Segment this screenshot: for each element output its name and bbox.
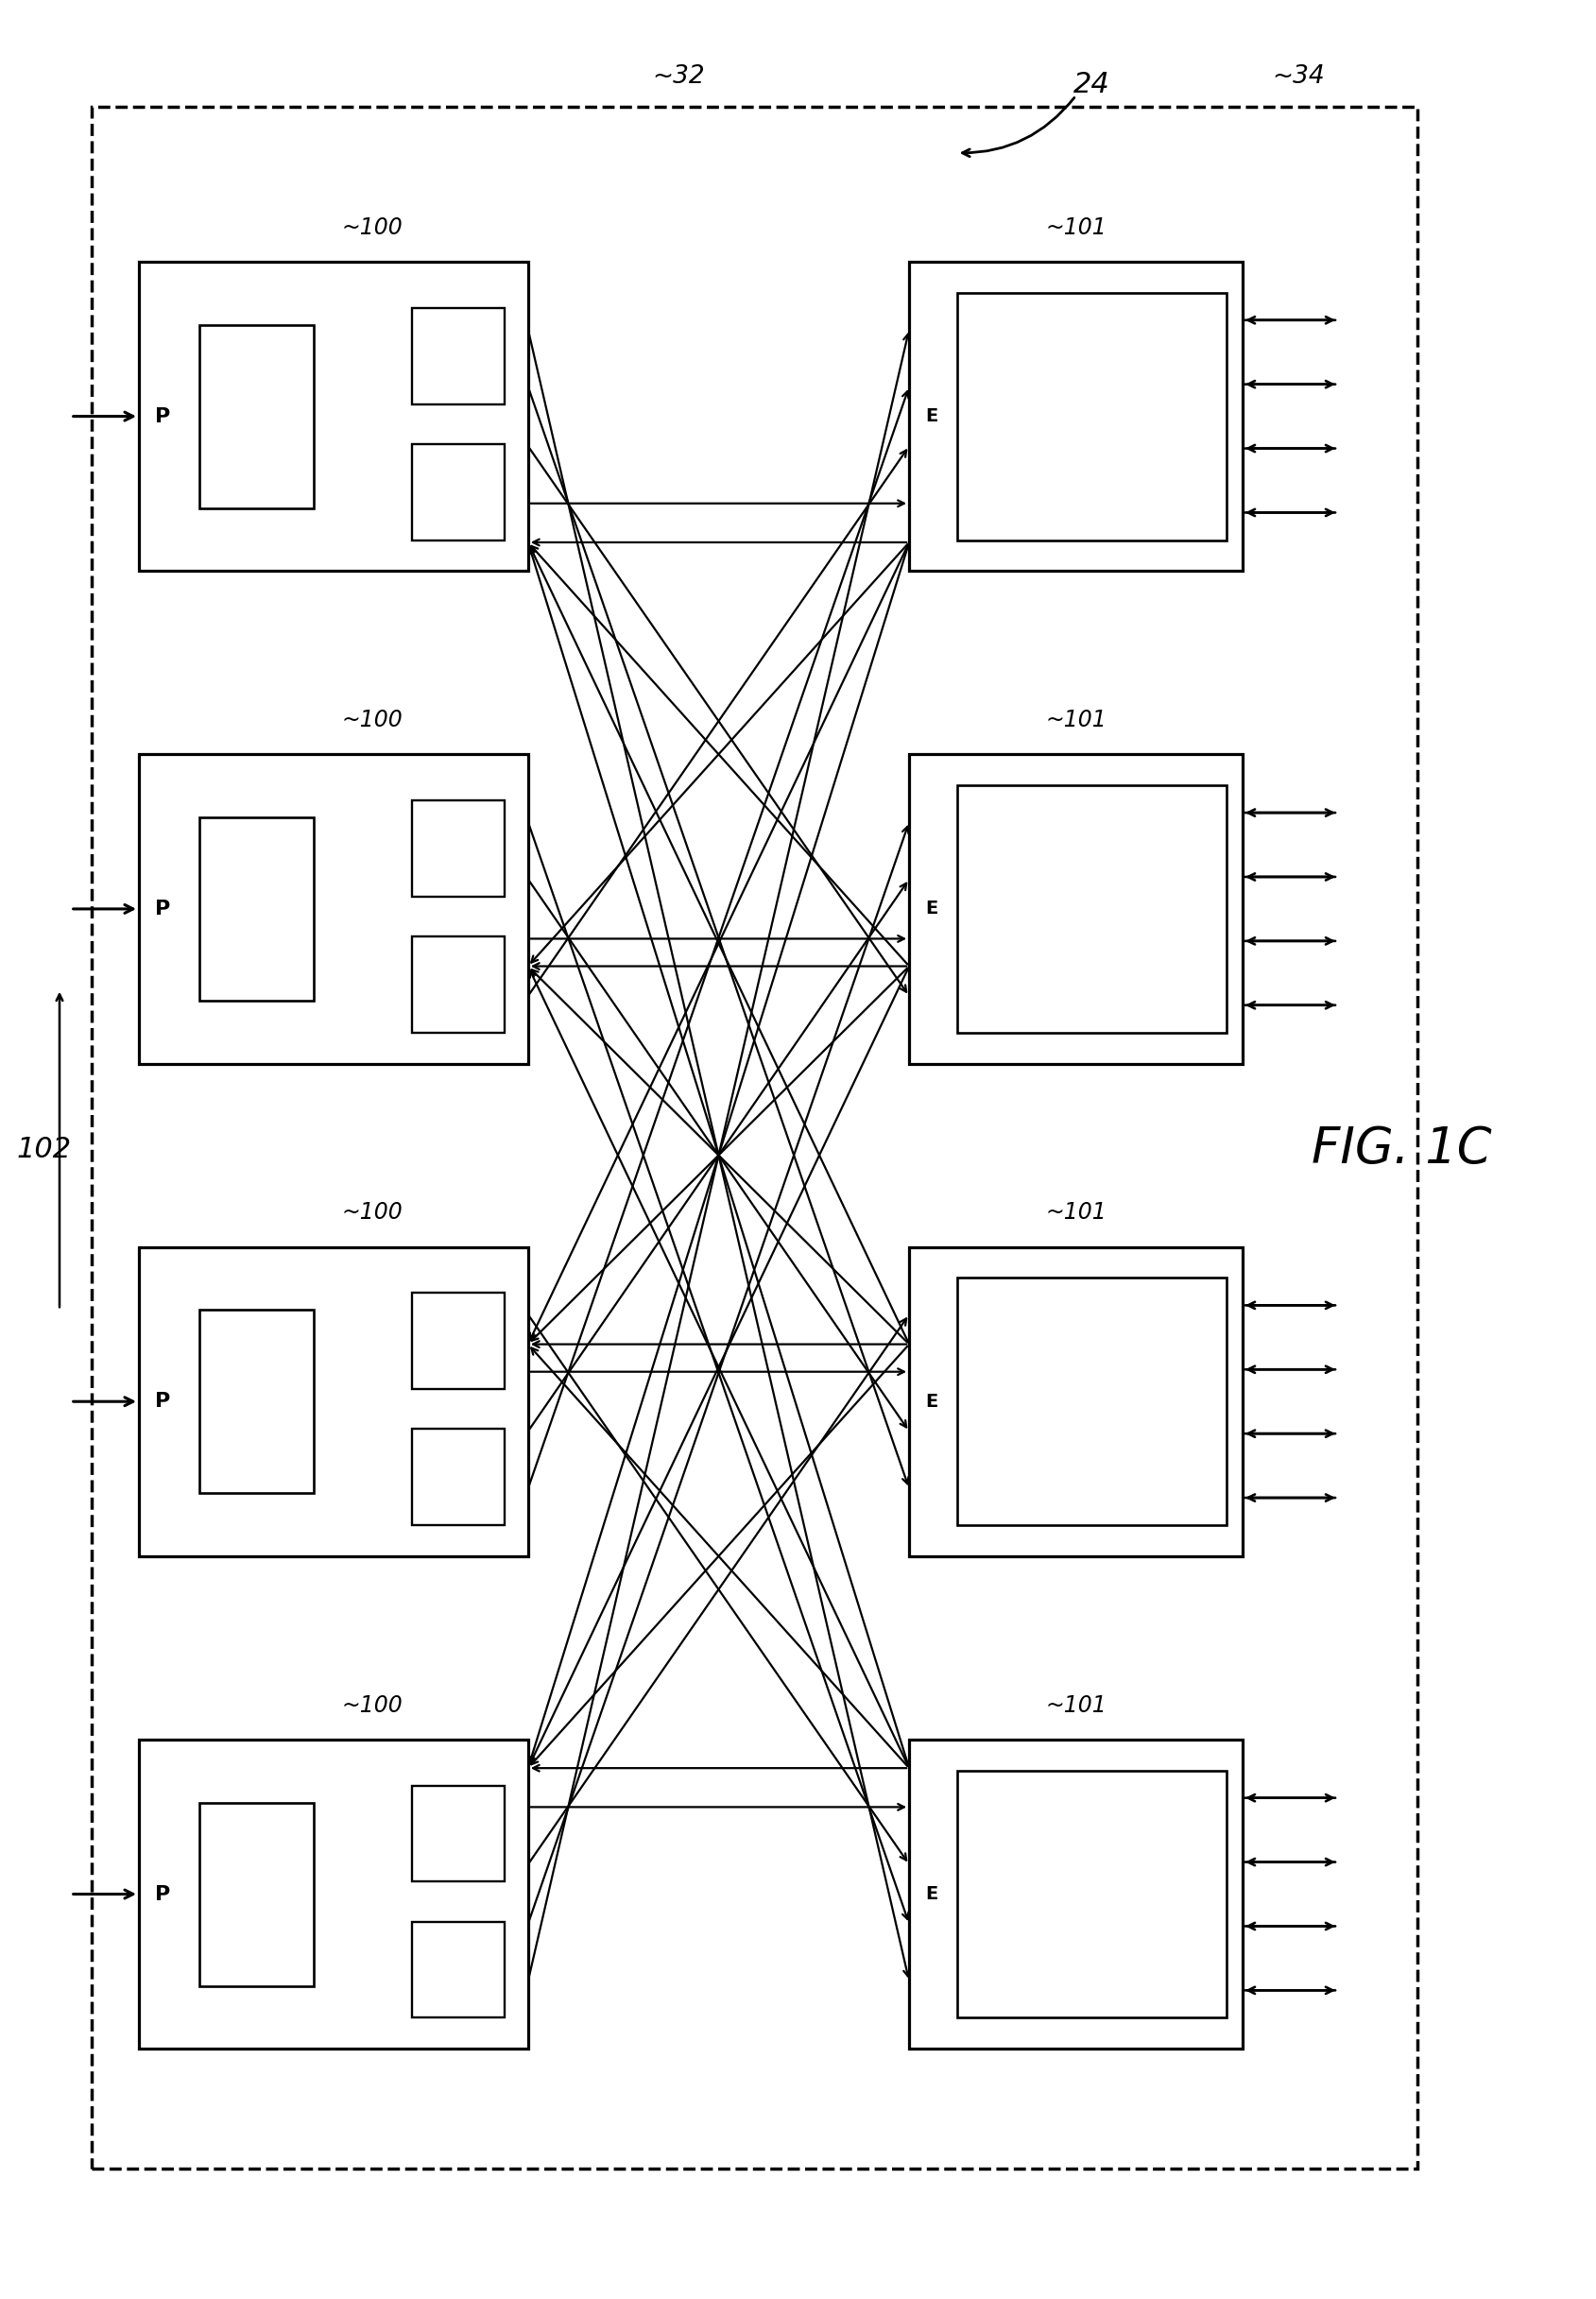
- Text: ~32: ~32: [653, 64, 705, 90]
- Text: CACHE: CACHE: [1060, 949, 1124, 968]
- Bar: [958, 786, 1227, 1032]
- Text: V: V: [452, 839, 466, 858]
- Text: ~100: ~100: [342, 1202, 402, 1223]
- Bar: [958, 292, 1227, 540]
- Text: ~100: ~100: [342, 708, 402, 731]
- Text: V: V: [452, 1469, 466, 1485]
- Bar: [91, 108, 1417, 2168]
- Text: E: E: [926, 899, 937, 917]
- Bar: [139, 1740, 528, 2048]
- Text: V: V: [452, 483, 466, 501]
- Text: CACHE: CACHE: [1060, 1441, 1124, 1460]
- Text: E: E: [926, 407, 937, 425]
- Bar: [200, 816, 314, 1000]
- Text: ~101: ~101: [1045, 1694, 1106, 1717]
- Bar: [910, 1740, 1243, 2048]
- Text: 0.5 MB: 0.5 MB: [1058, 1356, 1125, 1373]
- Text: 0.5 MB: 0.5 MB: [1058, 864, 1125, 881]
- Bar: [412, 936, 504, 1032]
- Bar: [910, 754, 1243, 1064]
- Text: ~101: ~101: [1045, 708, 1106, 731]
- Text: P: P: [155, 899, 171, 917]
- Bar: [200, 1310, 314, 1492]
- Text: P: P: [155, 1393, 171, 1412]
- Bar: [139, 262, 528, 570]
- Text: S: S: [249, 1885, 263, 1904]
- Text: ~101: ~101: [1045, 1202, 1106, 1223]
- Text: 24: 24: [1074, 71, 1111, 99]
- Text: V: V: [452, 1961, 466, 1979]
- Text: V: V: [452, 347, 466, 366]
- Text: CACHE: CACHE: [1060, 1936, 1124, 1952]
- Bar: [139, 1246, 528, 1556]
- Text: E: E: [926, 1885, 937, 1904]
- Text: ~100: ~100: [342, 1694, 402, 1717]
- Text: ~100: ~100: [342, 216, 402, 239]
- Bar: [958, 1278, 1227, 1524]
- Text: 0.5 MB: 0.5 MB: [1058, 1848, 1125, 1864]
- Bar: [910, 1246, 1243, 1556]
- Bar: [200, 1802, 314, 1986]
- Bar: [139, 754, 528, 1064]
- Text: ~101: ~101: [1045, 216, 1106, 239]
- Text: FIG. 1C: FIG. 1C: [1312, 1124, 1492, 1175]
- Text: P: P: [155, 407, 171, 425]
- Bar: [958, 1770, 1227, 2019]
- Bar: [412, 308, 504, 405]
- Bar: [412, 444, 504, 540]
- Bar: [200, 324, 314, 508]
- Bar: [412, 1786, 504, 1883]
- Bar: [412, 1292, 504, 1389]
- Bar: [910, 262, 1243, 570]
- Text: S: S: [249, 1393, 263, 1412]
- Text: V: V: [452, 1825, 466, 1841]
- Text: E: E: [926, 1393, 937, 1412]
- Text: S: S: [249, 407, 263, 425]
- Bar: [412, 1922, 504, 2019]
- Text: V: V: [452, 975, 466, 993]
- Text: CACHE: CACHE: [1060, 458, 1124, 474]
- Text: V: V: [452, 1331, 466, 1350]
- Text: 102: 102: [16, 1136, 72, 1163]
- Text: 0.5 MB: 0.5 MB: [1058, 370, 1125, 389]
- Text: S: S: [249, 899, 263, 917]
- Text: ~34: ~34: [1272, 64, 1325, 90]
- Bar: [412, 800, 504, 897]
- Text: P: P: [155, 1885, 171, 1904]
- Bar: [412, 1430, 504, 1524]
